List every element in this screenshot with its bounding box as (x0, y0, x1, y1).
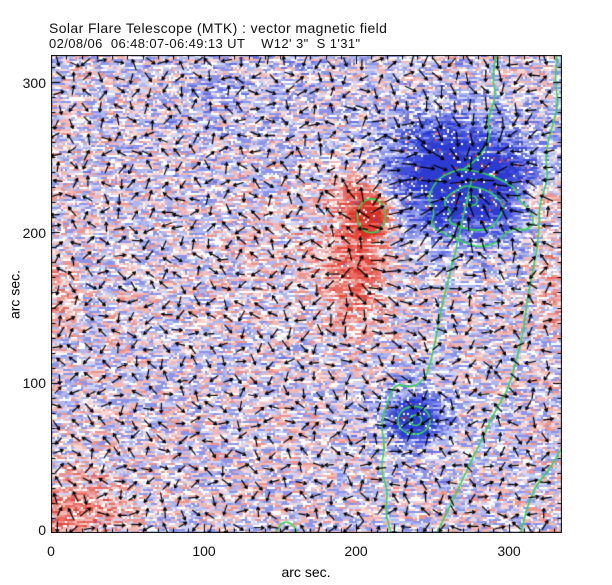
magnetogram-plot-canvas (51, 55, 562, 533)
x-axis-title: arc sec. (281, 564, 331, 580)
x-tick-label-200: 200 (344, 543, 368, 559)
x-tick-label-100: 100 (192, 543, 216, 559)
figure-title: Solar Flare Telescope (MTK) : vector mag… (49, 20, 388, 36)
figure-subtitle: 02/08/06 06:48:07-06:49:13 UT W12' 3" S … (49, 36, 361, 51)
y-tick-label-100: 100 (22, 375, 46, 391)
y-tick-label-300: 300 (22, 75, 46, 91)
y-axis-title: arc sec. (6, 270, 23, 320)
y-tick-label-200: 200 (22, 225, 46, 241)
x-tick-label-0: 0 (47, 543, 55, 559)
x-tick-label-300: 300 (497, 543, 521, 559)
y-tick-label-0: 0 (38, 522, 46, 538)
